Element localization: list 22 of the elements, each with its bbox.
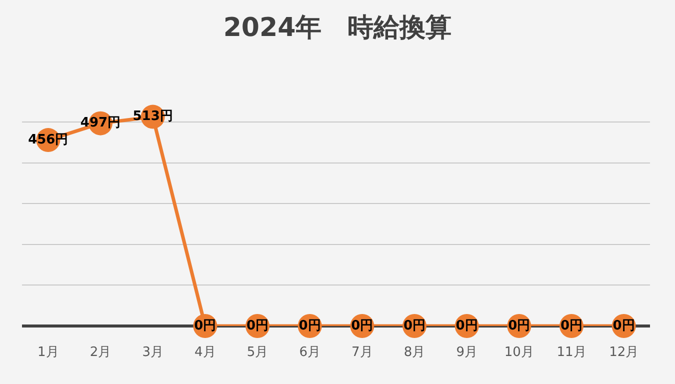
x-tick-label: 4月 bbox=[194, 345, 216, 360]
x-tick-label: 6月 bbox=[299, 345, 320, 360]
x-tick-label: 8月 bbox=[404, 345, 426, 360]
x-tick-label: 11月 bbox=[556, 345, 586, 360]
x-tick-label: 1月 bbox=[38, 345, 59, 360]
chart-title: 2024年 時給換算 bbox=[223, 12, 452, 43]
data-label: 0円 bbox=[298, 318, 321, 334]
data-label: 0円 bbox=[194, 318, 216, 334]
data-label: 0円 bbox=[560, 318, 583, 334]
x-tick-label: 3月 bbox=[142, 345, 164, 360]
data-label: 0円 bbox=[508, 318, 530, 334]
x-tick-label: 9月 bbox=[456, 345, 478, 360]
x-tick-label: 10月 bbox=[504, 345, 534, 360]
data-label: 0円 bbox=[246, 318, 269, 334]
x-tick-label: 7月 bbox=[352, 345, 373, 360]
x-tick-label: 12月 bbox=[609, 345, 639, 360]
data-label: 0円 bbox=[456, 318, 478, 334]
x-tick-label: 2月 bbox=[90, 345, 112, 360]
data-label: 0円 bbox=[612, 318, 635, 334]
data-label: 0円 bbox=[351, 318, 374, 334]
data-label: 0円 bbox=[403, 318, 426, 334]
x-tick-label: 5月 bbox=[246, 345, 268, 360]
